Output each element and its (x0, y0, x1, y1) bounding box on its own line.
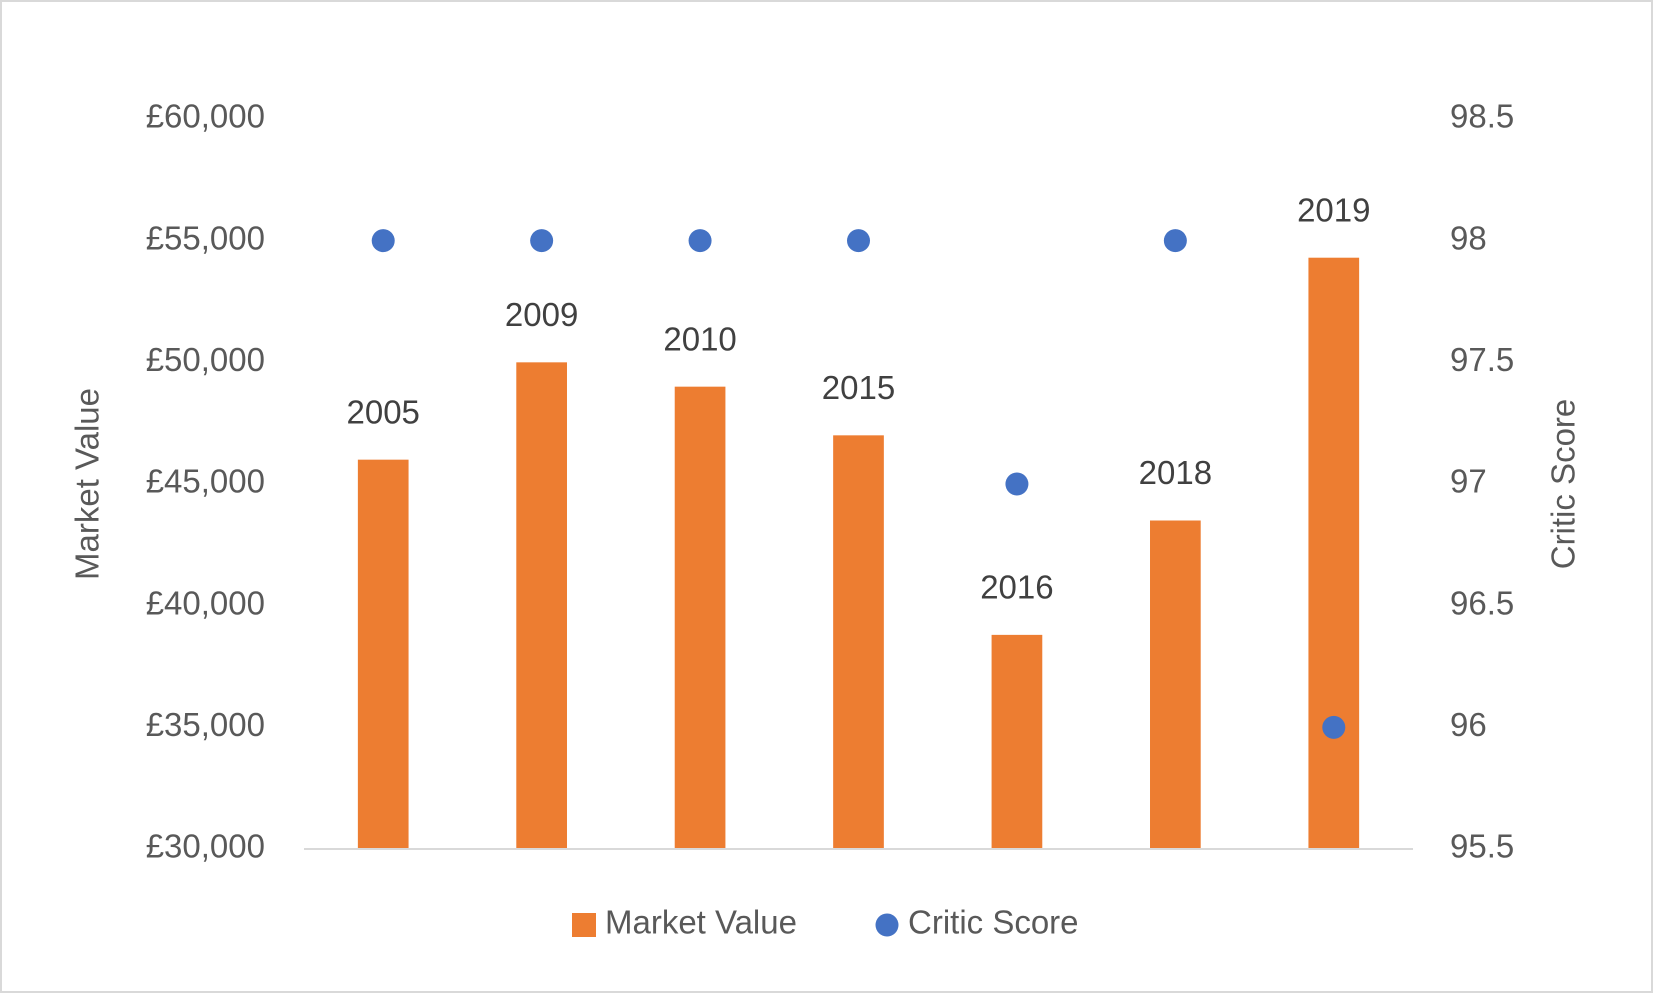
y2-tick-label: 98 (1450, 219, 1487, 256)
legend-marker (875, 913, 899, 937)
y2-tick-label: 97 (1450, 463, 1487, 500)
y2-tick-label: 96.5 (1450, 584, 1514, 621)
bar (674, 386, 726, 849)
point (530, 229, 554, 253)
y-axis-title: Market Value (69, 388, 106, 580)
bar (357, 459, 409, 849)
point (1005, 472, 1029, 496)
point (847, 229, 870, 253)
legend-label: Critic Score (908, 904, 1079, 941)
y-tick-label: £30,000 (146, 828, 265, 865)
bar (1150, 520, 1201, 849)
data-label: 2019 (1297, 191, 1370, 228)
bar (1308, 257, 1360, 849)
point (371, 229, 395, 253)
data-label: 2015 (822, 369, 895, 406)
data-label: 2010 (663, 320, 736, 357)
data-label: 2009 (505, 296, 578, 333)
y2-tick-label: 96 (1450, 706, 1487, 743)
y-tick-label: £60,000 (146, 98, 265, 135)
y-tick-label: £45,000 (146, 463, 265, 500)
bar (991, 634, 1043, 849)
legend-marker (572, 913, 596, 937)
y-tick-label: £40,000 (146, 584, 265, 621)
y2-axis-title: Critic Score (1545, 399, 1582, 570)
y-tick-label: £55,000 (146, 219, 265, 256)
y2-tick-label: 98.5 (1450, 98, 1514, 135)
y-tick-label: £50,000 (146, 341, 265, 378)
data-label: 2018 (1139, 454, 1212, 491)
legend-label: Market Value (605, 904, 797, 941)
bar (516, 362, 567, 849)
y2-tick-label: 95.5 (1450, 828, 1514, 865)
data-label: 2016 (980, 569, 1053, 606)
point (688, 229, 712, 253)
bar (833, 435, 884, 849)
y-tick-label: £35,000 (146, 706, 265, 743)
point (1322, 715, 1346, 739)
point (1163, 229, 1187, 253)
y2-tick-label: 97.5 (1450, 341, 1514, 378)
data-label: 2005 (347, 393, 420, 430)
